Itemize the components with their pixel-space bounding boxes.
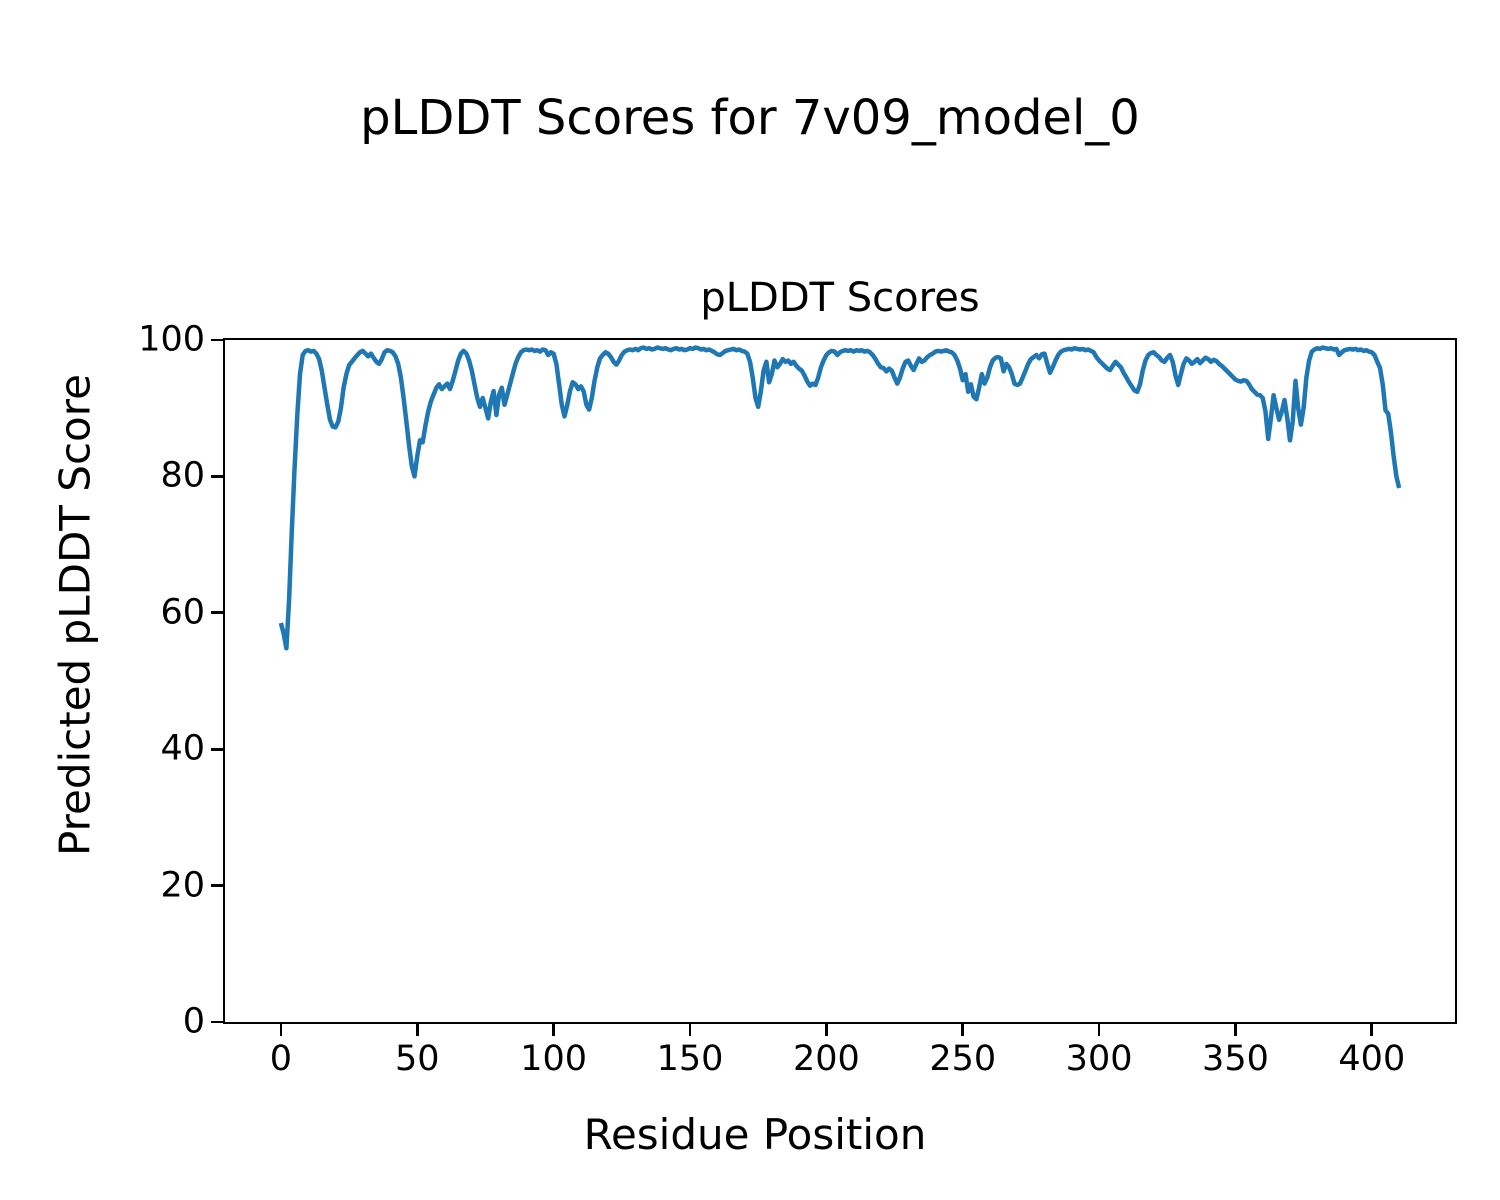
x-tick-mark (279, 1024, 283, 1036)
x-tick-mark (688, 1024, 692, 1036)
x-tick-label: 200 (792, 1039, 860, 1079)
y-axis-label: Predicted pLDDT Score (50, 374, 100, 856)
plot-area (278, 345, 1402, 651)
x-tick-label: 250 (929, 1039, 997, 1079)
x-tick-mark (415, 1024, 419, 1036)
y-tick-mark (211, 475, 223, 478)
x-tick-label: 300 (1065, 1039, 1133, 1079)
x-tick-mark (1234, 1024, 1237, 1036)
x-tick-label: 100 (520, 1039, 588, 1079)
y-tick-label: 60 (160, 592, 205, 633)
x-tick-mark (1097, 1024, 1101, 1036)
x-tick-mark (552, 1024, 556, 1036)
y-tick-label: 80 (160, 455, 205, 496)
plddt-line (278, 345, 1402, 651)
x-tick-mark (824, 1024, 828, 1036)
y-tick-label: 100 (138, 319, 205, 360)
axes-title: pLDDT Scores (700, 275, 980, 321)
x-tick-label: 350 (1202, 1039, 1269, 1079)
x-tick-mark (1370, 1024, 1374, 1036)
y-tick-mark (211, 884, 223, 887)
y-tick-mark (211, 338, 223, 342)
x-tick-mark (961, 1024, 965, 1036)
y-tick-label: 20 (160, 865, 205, 906)
x-tick-label: 50 (394, 1039, 440, 1079)
y-tick-label: 40 (160, 728, 205, 769)
y-tick-mark (211, 747, 223, 751)
x-tick-label: 400 (1338, 1039, 1406, 1079)
x-axis-label: Residue Position (583, 1110, 927, 1159)
y-tick-mark (211, 611, 223, 615)
y-tick-label: 0 (182, 1001, 205, 1042)
x-tick-label: 0 (269, 1039, 293, 1079)
figure-title: pLDDT Scores for 7v09_model_0 (360, 90, 1140, 146)
y-tick-mark (211, 1020, 223, 1024)
x-tick-label: 150 (656, 1039, 724, 1079)
